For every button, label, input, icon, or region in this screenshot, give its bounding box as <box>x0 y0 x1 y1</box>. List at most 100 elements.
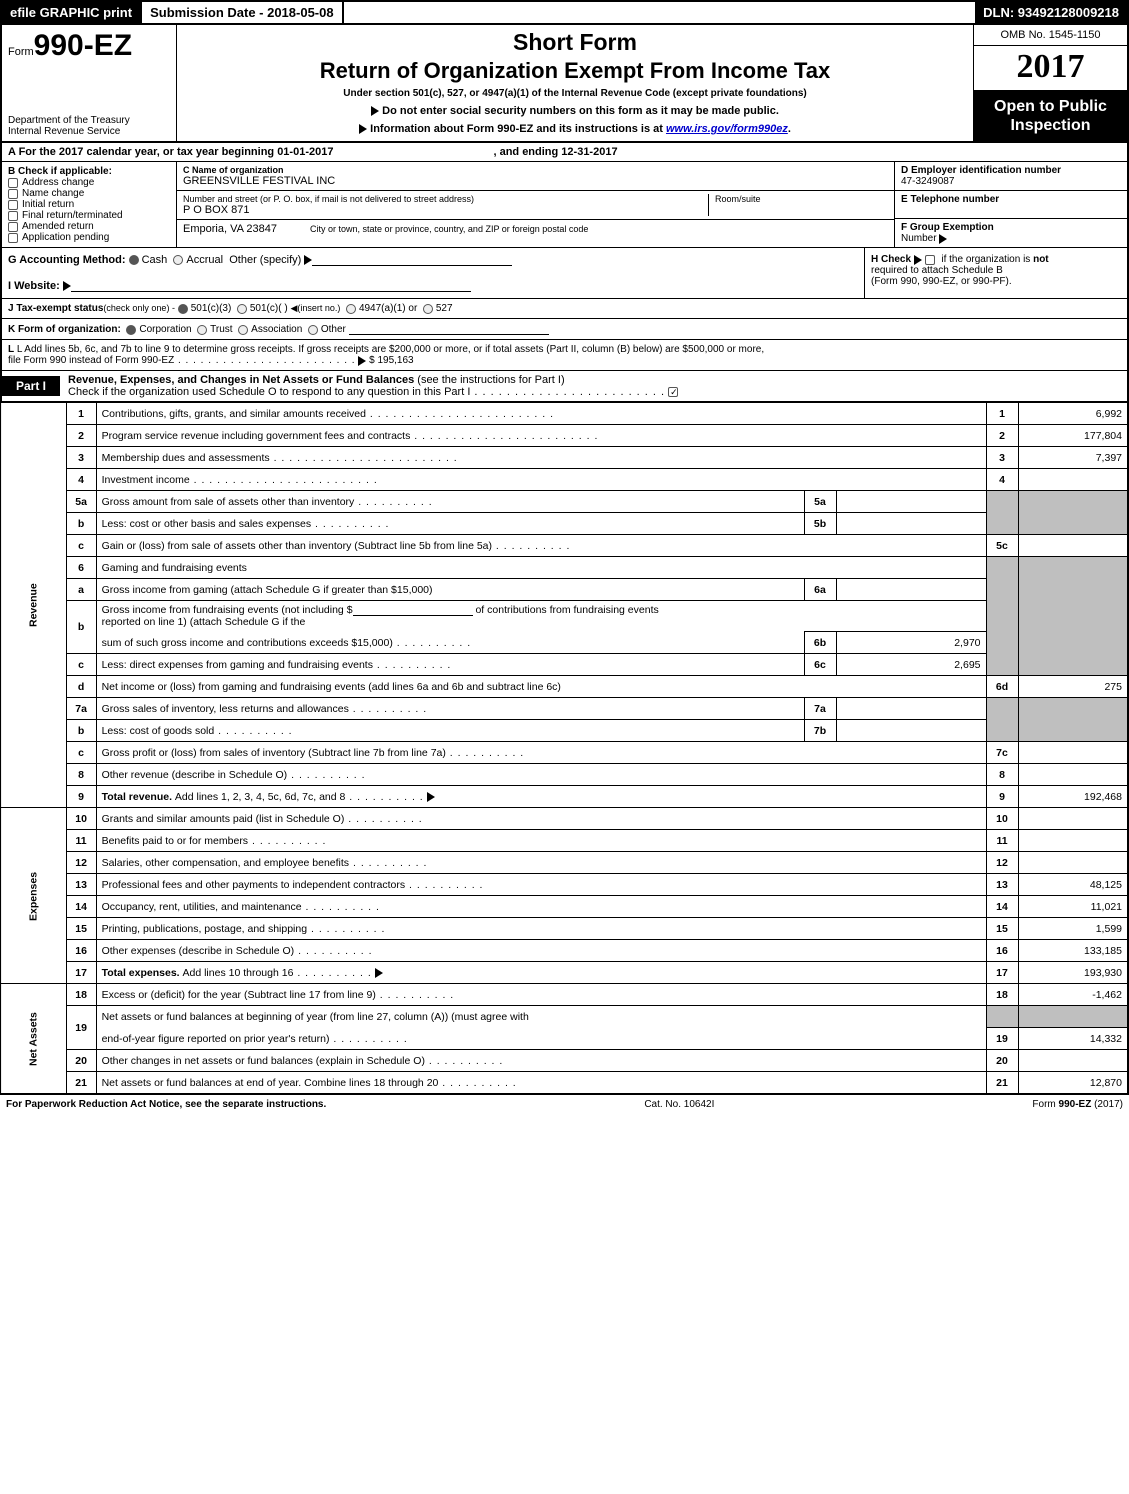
l7-shade <box>986 698 1018 742</box>
radio-assoc[interactable] <box>238 325 248 335</box>
l6b-d2: of contributions from fundraising events <box>475 604 658 616</box>
l6a-desc: Gross income from gaming (attach Schedul… <box>102 584 433 596</box>
line-6b1: b Gross income from fundraising events (… <box>1 601 1128 632</box>
l1-val: 6,992 <box>1018 403 1128 425</box>
chk-amended[interactable]: Amended return <box>8 221 170 232</box>
l5b-desc: Less: cost or other basis and sales expe… <box>102 518 390 530</box>
l11-rn: 11 <box>986 830 1018 852</box>
chk-final[interactable]: Final return/terminated <box>8 210 170 221</box>
col-gi: G Accounting Method: Cash Accrual Other … <box>2 248 864 298</box>
row-k: K Form of organization: Corporation Trus… <box>0 319 1129 340</box>
org-address: P O BOX 871 <box>183 204 708 216</box>
l6a-num: a <box>66 579 96 601</box>
radio-501c[interactable] <box>237 304 247 314</box>
b-label: B Check if applicable: <box>8 166 170 177</box>
l15-num: 15 <box>66 918 96 940</box>
radio-4947[interactable] <box>346 304 356 314</box>
arrow-icon <box>427 792 435 802</box>
chk-address-change[interactable]: Address change <box>8 177 170 188</box>
l5a-num: 5a <box>66 491 96 513</box>
l8-val <box>1018 764 1128 786</box>
l21-rn: 21 <box>986 1072 1018 1094</box>
line-6d: d Net income or (loss) from gaming and f… <box>1 676 1128 698</box>
l6b-num: b <box>66 601 96 654</box>
box-bcdef: B Check if applicable: Address change Na… <box>0 162 1129 248</box>
g-cash: Cash <box>142 254 168 266</box>
l12-rn: 12 <box>986 852 1018 874</box>
radio-527[interactable] <box>423 304 433 314</box>
l18-num: 18 <box>66 984 96 1006</box>
l7c-rn: 7c <box>986 742 1018 764</box>
chk-pending[interactable]: Application pending <box>8 232 170 243</box>
l9-desc2: Add lines 1, 2, 3, 4, 5c, 6d, 7c, and 8 <box>175 791 345 803</box>
l5b-num: b <box>66 513 96 535</box>
line-15: 15 Printing, publications, postage, and … <box>1 918 1128 940</box>
line-7a: 7a Gross sales of inventory, less return… <box>1 698 1128 720</box>
c-addr-row: Number and street (or P. O. box, if mail… <box>177 191 894 220</box>
netassets-label: Net Assets <box>1 984 66 1094</box>
l5c-val <box>1018 535 1128 557</box>
room-label: Room/suite <box>715 194 882 204</box>
arrow-icon <box>939 234 947 244</box>
chk-name-change[interactable]: Name change <box>8 188 170 199</box>
l20-val <box>1018 1050 1128 1072</box>
radio-other[interactable] <box>308 325 318 335</box>
radio-501c3[interactable] <box>178 304 188 314</box>
h-t2: required to attach Schedule B <box>871 265 1003 276</box>
l12-val <box>1018 852 1128 874</box>
l15-val: 1,599 <box>1018 918 1128 940</box>
line-11: 11 Benefits paid to or for members 11 <box>1 830 1128 852</box>
title-under: Under section 501(c), 527, or 4947(a)(1)… <box>187 88 963 99</box>
radio-corp[interactable] <box>126 325 136 335</box>
f-row: F Group Exemption Number <box>895 219 1127 247</box>
l2-desc: Program service revenue including govern… <box>102 430 599 442</box>
b-final: Final return/terminated <box>22 210 123 221</box>
info-post: . <box>788 123 791 135</box>
l5c-num: c <box>66 535 96 557</box>
part1-check: Check if the organization used Schedule … <box>68 386 470 398</box>
line-1: Revenue 1 Contributions, gifts, grants, … <box>1 403 1128 425</box>
l19-desc2: end-of-year figure reported on prior yea… <box>102 1033 330 1045</box>
line-4: 4 Investment income 4 <box>1 469 1128 491</box>
l2-val: 177,804 <box>1018 425 1128 447</box>
part1-table: Revenue 1 Contributions, gifts, grants, … <box>0 402 1129 1094</box>
footer-left: For Paperwork Reduction Act Notice, see … <box>6 1099 326 1110</box>
chk-h[interactable] <box>925 255 935 265</box>
l6c-desc: Less: direct expenses from gaming and fu… <box>102 659 373 671</box>
l10-desc: Grants and similar amounts paid (list in… <box>102 813 345 825</box>
l6d-rn: 6d <box>986 676 1018 698</box>
website-input[interactable] <box>71 280 471 292</box>
line-18: Net Assets 18 Excess or (deficit) for th… <box>1 984 1128 1006</box>
k-other-input[interactable] <box>349 323 549 335</box>
chk-initial[interactable]: Initial return <box>8 199 170 210</box>
a-ending: , and ending 12-31-2017 <box>493 146 617 158</box>
l7a-num: 7a <box>66 698 96 720</box>
b-pending: Application pending <box>22 232 109 243</box>
submission-date: Submission Date - 2018-05-08 <box>140 2 344 23</box>
info-link[interactable]: www.irs.gov/form990ez <box>666 123 788 135</box>
l20-num: 20 <box>66 1050 96 1072</box>
l-t2: file Form 990 instead of Form 990-EZ <box>8 355 174 366</box>
form-prefix: Form <box>8 46 34 58</box>
radio-accrual[interactable] <box>173 255 183 265</box>
line-16: 16 Other expenses (describe in Schedule … <box>1 940 1128 962</box>
l14-num: 14 <box>66 896 96 918</box>
c-name-row: C Name of organization GREENSVILLE FESTI… <box>177 162 894 191</box>
radio-trust[interactable] <box>197 325 207 335</box>
l17-desc: Total expenses. <box>102 967 183 979</box>
line-7c: c Gross profit or (loss) from sales of i… <box>1 742 1128 764</box>
l21-desc: Net assets or fund balances at end of ye… <box>102 1077 439 1089</box>
org-name: GREENSVILLE FESTIVAL INC <box>183 175 888 187</box>
g-label: G Accounting Method: <box>8 254 126 266</box>
efile-tag: efile GRAPHIC print <box>2 2 140 23</box>
chk-schedule-o[interactable] <box>668 387 678 397</box>
l3-num: 3 <box>66 447 96 469</box>
l13-rn: 13 <box>986 874 1018 896</box>
line-19a: 19 Net assets or fund balances at beginn… <box>1 1006 1128 1028</box>
g-other-input[interactable] <box>312 254 512 266</box>
l6b-blank[interactable] <box>353 604 473 616</box>
l5-shade-val <box>1018 491 1128 535</box>
j-o1: 501(c)(3) <box>191 303 232 314</box>
l4-desc: Investment income <box>102 474 378 486</box>
radio-cash[interactable] <box>129 255 139 265</box>
